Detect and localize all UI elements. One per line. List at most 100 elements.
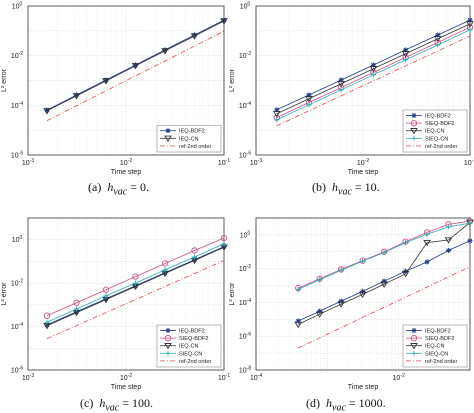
legend-label: IEQ-CN: [425, 344, 445, 350]
data-point: [466, 21, 474, 28]
legend-label: ref-2nd order: [179, 359, 211, 365]
caption-a-label: (a): [88, 180, 102, 194]
legend-label: IEQ-CN: [179, 136, 199, 142]
x-axis-label: Time step: [348, 384, 379, 391]
data-point: [73, 306, 80, 312]
caption-b-subscript: vac: [338, 186, 352, 198]
data-point: [191, 257, 198, 263]
caption-b-label: (b): [312, 180, 326, 194]
y-tick-label: 10-2: [11, 279, 23, 288]
series-ref-2nd-order: [298, 266, 471, 349]
data-point: [295, 318, 301, 324]
chart-panel-2: 10-3 10-2 10-1 10-6 10-4 10-2 100 Time step L² e…: [1, 217, 231, 391]
data-point: [315, 311, 324, 318]
y-axis-label: L² error: [229, 282, 236, 306]
data-point: [369, 66, 378, 73]
x-tick-exponent: -4: [258, 373, 263, 379]
data-point: [338, 298, 344, 304]
data-point: [402, 57, 409, 63]
data-point: [44, 322, 50, 328]
legend-swatch-marker: [411, 350, 417, 356]
caption-d-symbol: h: [326, 396, 332, 410]
y-tick-exponent: 0: [248, 2, 251, 8]
caption-d: (d) hvac = 1000.: [306, 396, 386, 413]
legend-swatch-marker: [410, 334, 418, 342]
chart-panel-0: 10-3 10-2 10-1 10-6 10-4 10-2 100 Time step L² e…: [1, 2, 230, 177]
series-ieq-bdf2: [44, 17, 227, 113]
legend-swatch-marker: [411, 112, 417, 119]
y-tick-exponent: 0: [248, 230, 251, 236]
data-point: [190, 33, 199, 40]
data-point: [43, 312, 51, 319]
data-point: [161, 48, 169, 55]
x-axis-label: Time step: [111, 384, 142, 391]
y-tick-exponent: -6: [19, 151, 24, 157]
x-tick-exponent: -3: [30, 158, 35, 164]
legend-label: SIEQ-BDF2: [179, 336, 209, 342]
y-tick-exponent: -8: [247, 366, 252, 372]
series-ref-2nd-order: [46, 260, 225, 339]
data-point: [295, 286, 301, 292]
plot-frame: [27, 217, 225, 371]
y-tick-label: 100: [12, 2, 23, 11]
x-tick-label: 10-2: [120, 373, 132, 382]
legend-label: SIEQ-BDF2: [425, 121, 455, 127]
legend-swatch-marker: [164, 343, 172, 350]
y-axis-label: L² error: [1, 282, 8, 306]
legend-label: IEQ-BDF2: [179, 329, 205, 335]
y-tick-exponent: -2: [247, 51, 252, 57]
data-point: [445, 224, 452, 230]
series-sieq-cn: [44, 241, 227, 325]
data-point: [73, 92, 80, 98]
plot-frame: [255, 5, 471, 156]
x-tick-exponent: -2: [365, 158, 370, 164]
caption-a-subscript: vac: [113, 186, 128, 198]
data-point: [162, 270, 168, 276]
series-sieq-cn: [295, 220, 473, 292]
data-point: [402, 47, 409, 53]
data-point: [424, 231, 430, 237]
y-tick-label: 10-4: [239, 298, 251, 307]
chart-panel-1: 10-3 10-2 10-1 10-6 10-4 10-2 100 Time step L² e…: [229, 2, 474, 177]
series-line: [46, 20, 225, 112]
data-point: [360, 288, 366, 295]
y-tick-label: 100: [240, 230, 251, 239]
legend-swatch-marker: [165, 350, 171, 356]
series-ieq-bdf2: [274, 17, 473, 113]
y-tick-label: 10-6: [11, 366, 23, 375]
caption-a-value: = 0.: [127, 180, 149, 194]
legend-swatch-marker: [410, 343, 418, 350]
caption-d-subscript: vac: [332, 402, 346, 413]
series-ieq-cn: [272, 21, 474, 118]
data-point: [102, 78, 110, 85]
y-tick-exponent: -4: [19, 101, 24, 107]
y-tick-label: 10-6: [239, 332, 251, 341]
data-point: [103, 77, 109, 83]
data-point: [220, 234, 228, 242]
y-tick-label: 100: [12, 235, 23, 244]
caption-c: (c) hvac = 100.: [80, 396, 153, 413]
x-tick-exponent: -3: [258, 158, 263, 164]
x-tick-exponent: -1: [226, 373, 231, 379]
y-tick-exponent: -6: [247, 151, 252, 157]
x-tick-label: 10-3: [250, 158, 262, 167]
data-point: [191, 247, 198, 254]
x-axis-label: Time step: [348, 169, 379, 176]
data-point: [73, 309, 80, 315]
data-point: [221, 17, 227, 23]
x-tick-label: 10-2: [393, 373, 405, 382]
data-point: [162, 47, 168, 53]
data-point: [317, 277, 323, 283]
x-tick-exponent: -2: [400, 373, 405, 379]
data-point: [191, 254, 198, 260]
y-tick-exponent: -4: [247, 101, 252, 107]
data-point: [44, 107, 50, 113]
y-tick-label: 10-8: [239, 366, 251, 375]
legend-label: ref-2nd order: [425, 359, 457, 365]
data-point: [381, 278, 387, 284]
y-axis-label: L² error: [229, 68, 236, 92]
series-ref-2nd-order: [276, 35, 471, 127]
